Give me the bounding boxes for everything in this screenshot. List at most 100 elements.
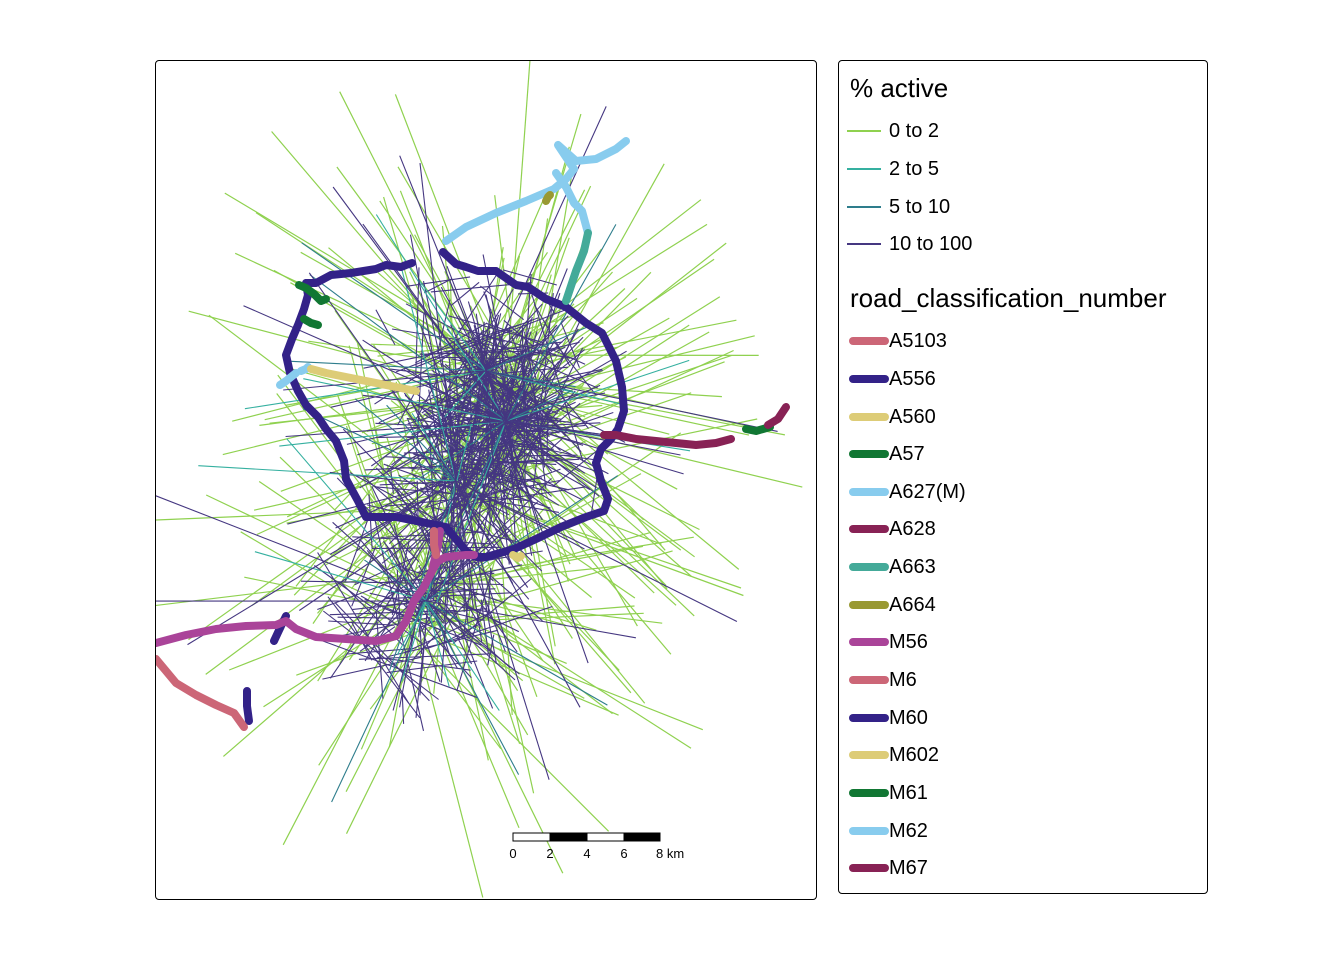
- desire-line: [399, 155, 487, 372]
- desire-line: [508, 467, 543, 521]
- desire-line: [590, 475, 598, 518]
- desire-line: [348, 581, 404, 661]
- legend-item-label: M62: [889, 820, 928, 842]
- desire-line: [397, 166, 531, 393]
- desire-line: [455, 480, 585, 550]
- desire-line: [425, 475, 619, 602]
- desire-line: [243, 305, 507, 422]
- desire-line: [188, 310, 460, 384]
- road-swatch-icon: [849, 864, 889, 872]
- desire-line: [296, 617, 457, 676]
- legend-item-label: A560: [889, 406, 936, 428]
- desire-line: [424, 605, 553, 650]
- desire-line: [446, 328, 507, 404]
- road-m6: [156, 655, 248, 731]
- line-swatch-icon: [847, 243, 881, 245]
- desire-line: [445, 570, 472, 586]
- desire-line: [244, 370, 487, 410]
- desire-line: [505, 61, 531, 380]
- desire-line: [425, 600, 608, 706]
- desire-line: [337, 394, 408, 587]
- desire-line: [364, 458, 580, 471]
- legend-item-road: M6: [847, 668, 1197, 692]
- desire-line: [442, 623, 481, 644]
- road-swatch-icon: [849, 638, 889, 646]
- desire-line: [300, 580, 504, 586]
- desire-line: [418, 420, 507, 614]
- scale-tick-label: 0: [509, 846, 516, 861]
- desire-line: [427, 341, 580, 379]
- legend-item-label: 0 to 2: [889, 120, 940, 142]
- legend-item-label: M6: [889, 669, 917, 691]
- map-canvas[interactable]: 0 2 4 6 8 km: [156, 61, 817, 900]
- desire-line: [286, 438, 427, 602]
- desire-line: [503, 319, 737, 367]
- desire-line: [415, 610, 428, 718]
- desire-line: [455, 480, 550, 780]
- legend-item-label: A57: [889, 443, 925, 465]
- road-swatch-icon: [849, 714, 889, 722]
- desire-line: [366, 492, 457, 637]
- road-swatch-icon: [849, 450, 889, 458]
- legend-item-active: 5 to 10: [847, 195, 1197, 219]
- desire-line: [449, 455, 470, 502]
- desire-line: [410, 605, 635, 625]
- desire-line: [458, 477, 543, 488]
- desire-line: [411, 591, 477, 662]
- desire-line: [490, 576, 543, 622]
- desire-line: [425, 600, 450, 687]
- road-m60: [282, 248, 628, 561]
- road-m67: [600, 431, 735, 449]
- desire-line: [485, 370, 778, 432]
- desire-line: [440, 286, 484, 366]
- desire-line: [508, 326, 511, 344]
- desire-line: [410, 613, 704, 731]
- desire-line: [425, 600, 520, 775]
- desire-line: [334, 602, 430, 702]
- desire-line: [520, 454, 578, 457]
- road-a663: [562, 229, 592, 305]
- desire-line: [382, 607, 482, 646]
- scale-bar: 0 2 4 6 8 km: [509, 832, 684, 861]
- road-swatch-icon: [849, 337, 889, 345]
- legend-item-label: A556: [889, 368, 936, 390]
- legend-item-label: A663: [889, 556, 936, 578]
- desire-line: [431, 394, 534, 433]
- scale-segment: [512, 832, 551, 842]
- road-swatch-icon: [849, 488, 889, 496]
- desire-line: [376, 656, 471, 671]
- desire-line: [421, 600, 442, 632]
- desire-line: [485, 370, 498, 512]
- desire-line: [505, 350, 627, 422]
- road-swatch-icon: [849, 525, 889, 533]
- scale-segment: [623, 832, 661, 842]
- desire-line: [446, 380, 573, 410]
- desire-line: [339, 393, 492, 664]
- desire-line: [386, 404, 457, 482]
- desire-line: [485, 106, 607, 372]
- desire-line: [198, 465, 457, 482]
- desire-line: [396, 600, 427, 656]
- desire-line: [531, 294, 584, 462]
- desire-line: [406, 276, 471, 287]
- desire-line: [156, 505, 485, 521]
- desire-line: [400, 268, 457, 482]
- map-panel[interactable]: 0 2 4 6 8 km: [155, 60, 817, 900]
- legend-item-road: A628: [847, 517, 1197, 541]
- desire-line: [187, 480, 457, 646]
- desire-line: [435, 420, 507, 604]
- desire-line: [317, 552, 409, 704]
- legend-item-label: A627(M): [889, 481, 966, 503]
- desire-line: [557, 346, 566, 352]
- desire-line: [389, 480, 457, 671]
- desire-line: [425, 501, 539, 602]
- desire-line: [505, 420, 681, 456]
- desire-line: [485, 370, 589, 664]
- road-swatch-icon: [849, 676, 889, 684]
- legend-item-road: M60: [847, 706, 1197, 730]
- desire-line: [277, 374, 450, 603]
- desire-line: [542, 437, 563, 457]
- desire-line: [338, 616, 430, 637]
- desire-line: [354, 398, 457, 482]
- desire-line: [465, 377, 512, 491]
